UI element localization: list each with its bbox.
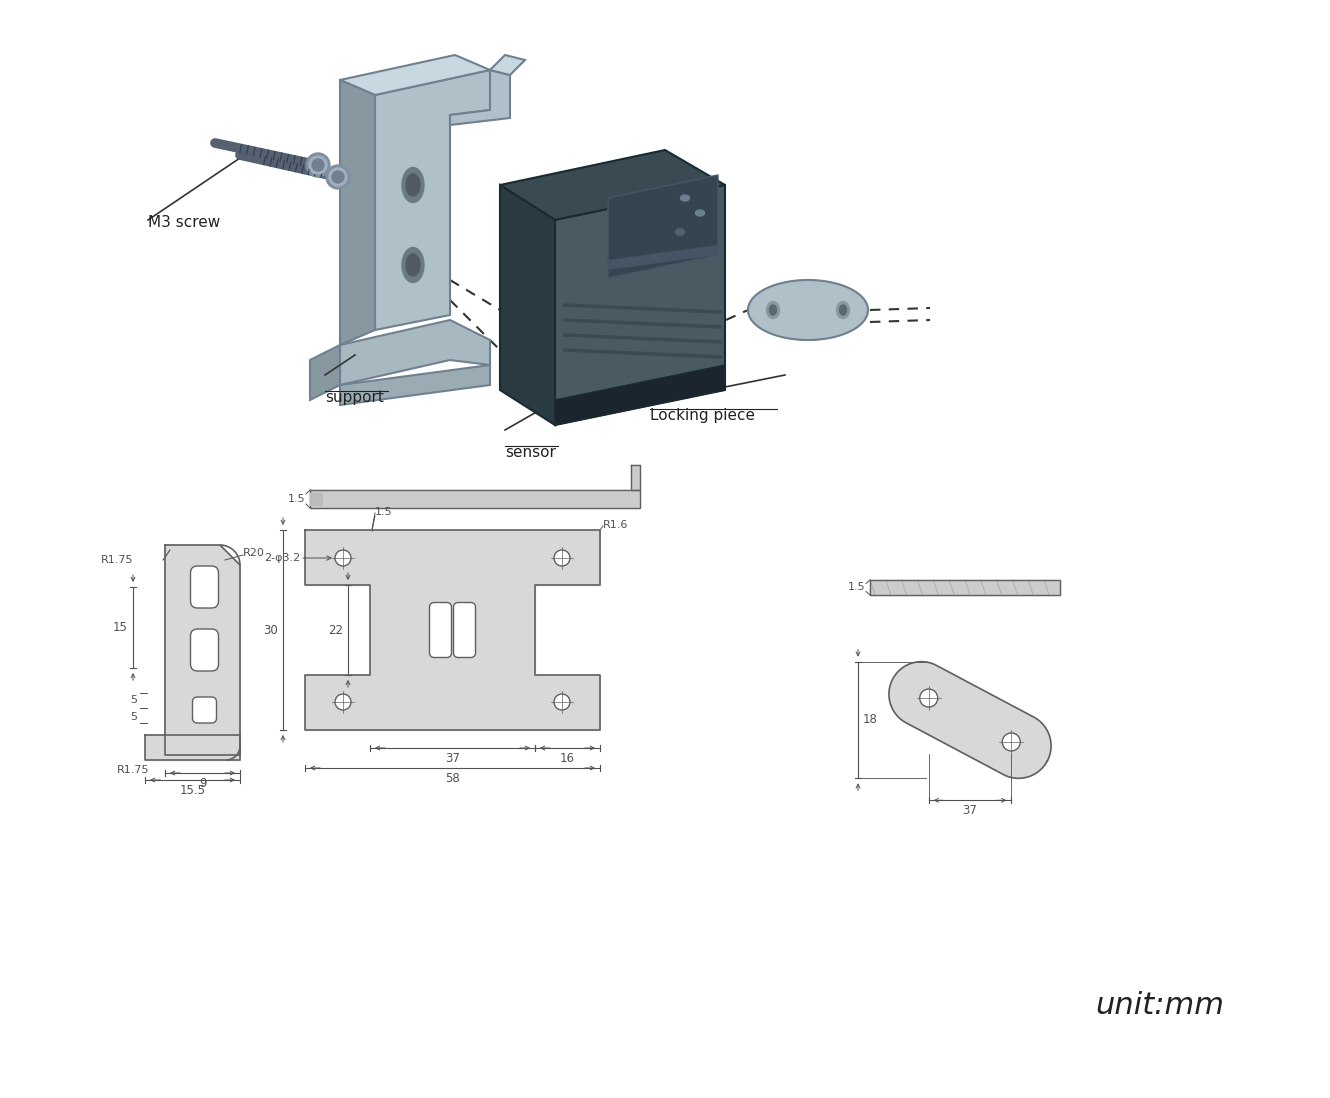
- Polygon shape: [310, 490, 640, 508]
- FancyBboxPatch shape: [190, 629, 218, 671]
- Polygon shape: [340, 320, 489, 385]
- Circle shape: [313, 159, 325, 171]
- Text: R1.75: R1.75: [117, 765, 149, 775]
- Text: R1.75: R1.75: [101, 554, 133, 565]
- Text: 16: 16: [560, 752, 575, 765]
- Polygon shape: [555, 184, 725, 425]
- Circle shape: [920, 690, 938, 707]
- Polygon shape: [340, 80, 375, 345]
- Ellipse shape: [839, 305, 846, 315]
- Circle shape: [306, 153, 330, 177]
- Polygon shape: [608, 175, 718, 278]
- Text: 9: 9: [198, 777, 206, 789]
- Polygon shape: [305, 530, 600, 730]
- Polygon shape: [747, 280, 868, 340]
- Circle shape: [332, 171, 344, 183]
- Polygon shape: [500, 184, 555, 425]
- Ellipse shape: [766, 302, 779, 318]
- Text: 2-φ3.2: 2-φ3.2: [263, 553, 301, 563]
- Text: 18: 18: [863, 714, 878, 727]
- Text: 1.5: 1.5: [287, 494, 305, 504]
- Text: R1.6: R1.6: [602, 520, 628, 530]
- Text: 37: 37: [963, 805, 978, 817]
- Text: 5: 5: [130, 695, 137, 705]
- Polygon shape: [375, 70, 489, 330]
- Polygon shape: [310, 345, 340, 400]
- Text: M3 screw: M3 screw: [148, 215, 221, 229]
- Text: support: support: [325, 390, 384, 405]
- FancyBboxPatch shape: [193, 697, 217, 722]
- Polygon shape: [165, 545, 239, 755]
- Polygon shape: [630, 464, 640, 490]
- Text: unit:mm: unit:mm: [1095, 990, 1224, 1020]
- Polygon shape: [870, 580, 1060, 595]
- Polygon shape: [489, 55, 525, 75]
- Polygon shape: [450, 70, 509, 125]
- Polygon shape: [310, 493, 322, 505]
- Polygon shape: [340, 365, 489, 405]
- Text: 5: 5: [130, 712, 137, 722]
- Text: 30: 30: [263, 624, 278, 637]
- Text: 15.5: 15.5: [180, 784, 206, 797]
- Polygon shape: [555, 365, 725, 425]
- Polygon shape: [500, 150, 725, 220]
- Polygon shape: [888, 662, 1051, 778]
- Ellipse shape: [681, 195, 689, 201]
- Ellipse shape: [406, 254, 420, 276]
- Circle shape: [335, 694, 351, 710]
- Polygon shape: [145, 735, 239, 760]
- FancyBboxPatch shape: [454, 603, 476, 658]
- Ellipse shape: [402, 168, 424, 202]
- FancyBboxPatch shape: [430, 603, 451, 658]
- Text: R20: R20: [243, 548, 265, 558]
- Text: 58: 58: [446, 772, 460, 785]
- Text: Locking piece: Locking piece: [650, 408, 755, 423]
- Circle shape: [555, 694, 571, 710]
- Ellipse shape: [770, 305, 777, 315]
- Ellipse shape: [406, 173, 420, 197]
- Text: 15: 15: [113, 621, 128, 634]
- Text: 37: 37: [446, 752, 460, 765]
- Circle shape: [1003, 733, 1020, 751]
- Text: 1.5: 1.5: [847, 583, 864, 593]
- Ellipse shape: [676, 229, 685, 235]
- Ellipse shape: [402, 247, 424, 282]
- Text: 1.5: 1.5: [375, 507, 392, 517]
- Circle shape: [309, 156, 327, 173]
- Text: 22: 22: [329, 624, 343, 637]
- Circle shape: [329, 168, 347, 186]
- Circle shape: [555, 550, 571, 565]
- Circle shape: [335, 550, 351, 565]
- Ellipse shape: [696, 210, 705, 216]
- FancyBboxPatch shape: [190, 565, 218, 608]
- Ellipse shape: [837, 302, 850, 318]
- Text: sensor: sensor: [505, 445, 556, 460]
- Circle shape: [326, 165, 350, 189]
- Polygon shape: [340, 55, 489, 96]
